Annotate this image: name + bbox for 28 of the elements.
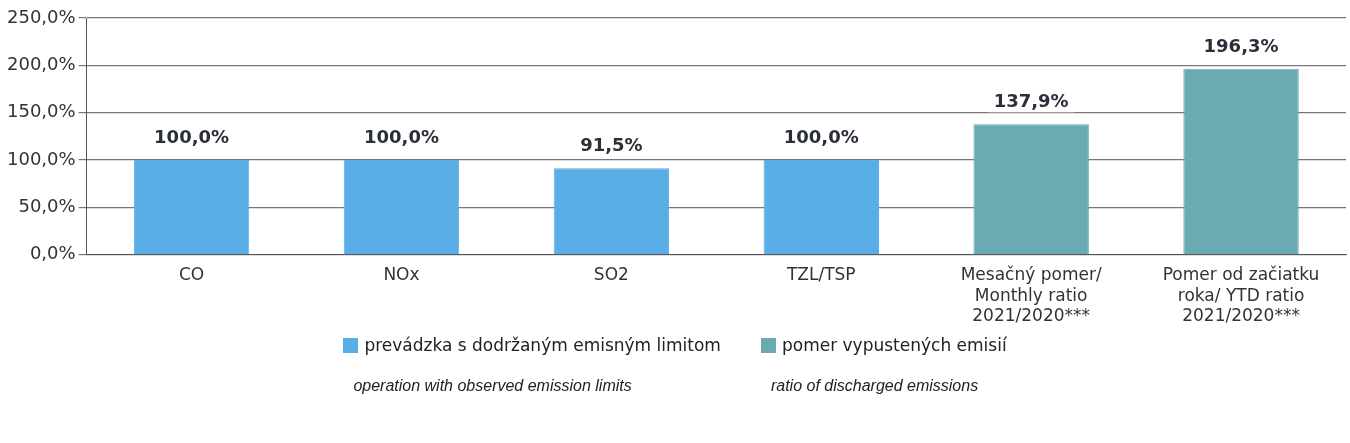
data-label: 196,3%	[1203, 34, 1279, 56]
bar	[1183, 68, 1299, 255]
legend-label: prevádzka s dodržaným emisným limitom	[364, 335, 721, 355]
x-tick-label: SO2	[593, 264, 629, 285]
text: operation with observed emission limits	[352, 377, 633, 395]
data-label: 91,5%	[580, 133, 643, 155]
data-label: 100,0%	[154, 125, 230, 147]
y-tick-label: 250,0%	[6, 5, 76, 27]
data-label: 100,0%	[783, 125, 859, 147]
text: ratio of discharged emissions	[769, 377, 980, 395]
x-tick-label: NOx	[383, 264, 420, 285]
bar	[763, 160, 879, 255]
bar	[343, 160, 460, 255]
y-tick-label: 0,0%	[29, 242, 76, 264]
legend-label: pomer vypustených emisií	[781, 335, 1007, 355]
data-label: 100,0%	[363, 125, 439, 147]
bar	[553, 168, 670, 255]
bar	[973, 124, 1089, 255]
x-tick-label: CO	[178, 264, 205, 285]
x-tick-label: Mesačný pomer/ Monthly ratio 2021/2020***	[960, 264, 1102, 326]
y-tick-label: 150,0%	[6, 100, 76, 122]
y-tick-label: 50,0%	[18, 195, 76, 217]
y-tick-label: 100,0%	[6, 147, 76, 169]
bar	[133, 160, 250, 255]
data-label: 137,9%	[993, 89, 1069, 111]
x-tick-label: Pomer od začiatku roka/ YTD ratio 2021/2020***	[1162, 264, 1320, 326]
y-tick-label: 200,0%	[6, 53, 76, 75]
x-tick-label: TZL/TSP	[785, 264, 856, 285]
